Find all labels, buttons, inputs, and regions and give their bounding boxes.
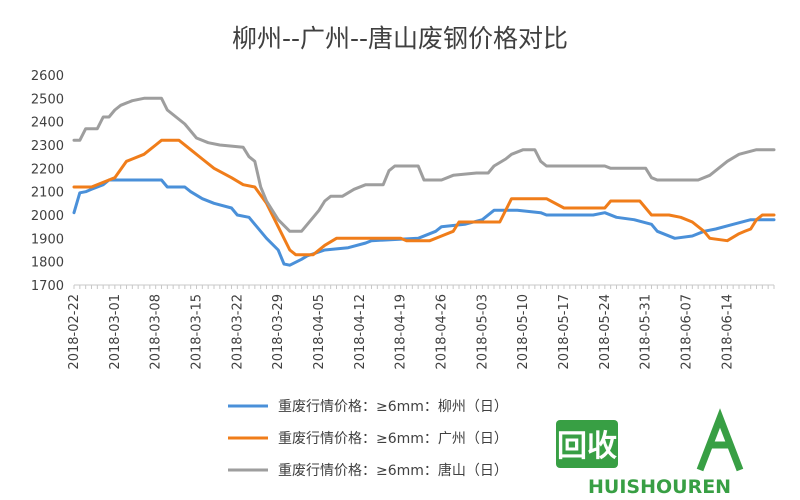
series-lines <box>72 96 776 267</box>
y-tick-label: 2500 <box>31 92 64 107</box>
legend-label: 重废行情价格：≥6mm：唐山（日） <box>278 462 508 479</box>
x-tick-label: 2018-04-12 <box>353 294 368 370</box>
x-tick-label: 2018-06-14 <box>720 294 735 370</box>
watermark-logo-block <box>556 420 618 468</box>
y-tick-label: 2200 <box>31 162 64 177</box>
y-tick-label: 1900 <box>31 232 64 247</box>
watermark-logo-glyph: 回收 <box>557 429 617 464</box>
legend: 重废行情价格：≥6mm：柳州（日） 重废行情价格：≥6mm：广州（日） 重废行情价格… <box>228 398 508 479</box>
x-tick-label: 2018-05-10 <box>516 294 531 370</box>
y-tick-label: 2000 <box>31 209 64 224</box>
x-tick-label: 2018-03-22 <box>230 294 245 370</box>
y-tick-label: 1800 <box>31 256 64 271</box>
x-tick-label: 2018-04-19 <box>394 294 409 370</box>
y-tick-label: 2400 <box>31 116 64 131</box>
watermark-text: HUISHOUREN <box>588 476 731 498</box>
y-tick-label: 2300 <box>31 139 64 154</box>
x-axis: 2018-02-22 2018-03-01 2018-03-08 2018-03-15… <box>67 284 775 370</box>
watermark: 回收 HUISHOUREN <box>556 408 744 498</box>
x-tick-label: 2018-03-15 <box>190 294 205 370</box>
series-line <box>72 178 776 267</box>
x-tick-label: 2018-05-03 <box>475 294 490 370</box>
series-line <box>72 138 776 257</box>
x-tick-label: 2018-05-31 <box>639 294 654 370</box>
x-tick-label: 2018-04-26 <box>435 294 450 370</box>
x-tick-label: 2018-05-24 <box>598 294 613 370</box>
x-tick-label: 2018-05-17 <box>557 294 572 370</box>
x-tick-label: 2018-03-08 <box>149 294 164 370</box>
x-tick-label: 2018-02-22 <box>67 294 82 370</box>
chart-title: 柳州--广州--唐山废钢价格对比 <box>232 24 568 53</box>
x-tick-label: 2018-06-07 <box>680 294 695 370</box>
x-tick-label: 2018-03-01 <box>108 294 123 370</box>
series-line <box>72 96 776 233</box>
y-tick-label: 2600 <box>31 69 64 84</box>
y-axis: 1700 1800 1900 2000 2100 2200 2300 2400 2500 2600 <box>31 69 64 294</box>
x-tick-label: 2018-04-05 <box>312 294 327 370</box>
x-tick-label: 2018-03-29 <box>271 294 286 370</box>
watermark-logo-mark <box>696 408 744 472</box>
legend-label: 重废行情价格：≥6mm：广州（日） <box>278 431 508 447</box>
y-tick-label: 1700 <box>31 279 64 294</box>
legend-label: 重废行情价格：≥6mm：柳州（日） <box>278 398 508 415</box>
y-tick-label: 2100 <box>31 186 64 201</box>
